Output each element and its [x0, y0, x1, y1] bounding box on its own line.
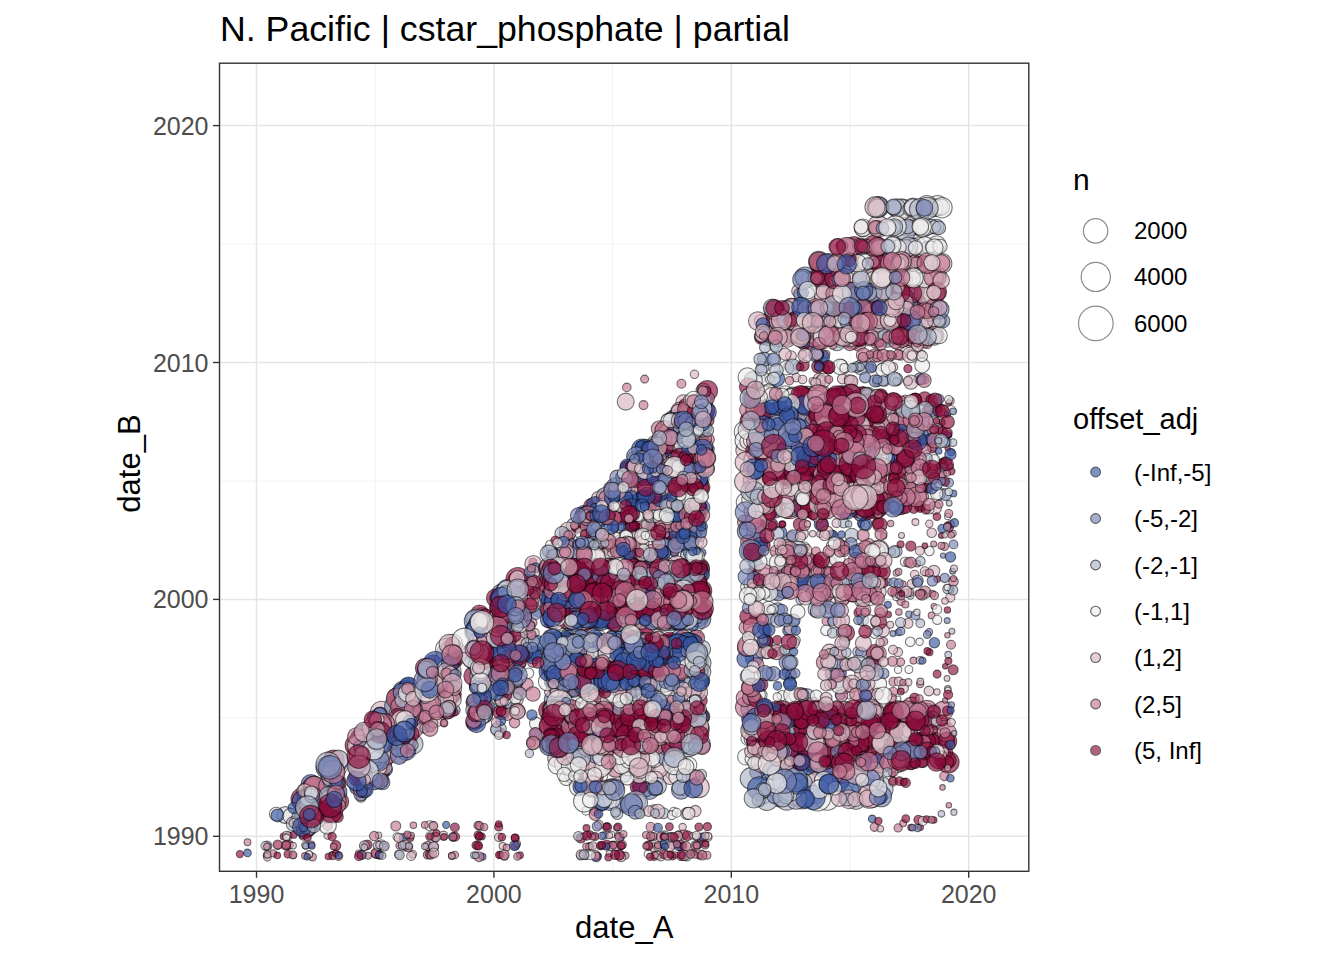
svg-text:1990: 1990 — [153, 822, 209, 850]
svg-text:date_A: date_A — [575, 910, 674, 945]
svg-text:2010: 2010 — [153, 349, 209, 377]
svg-text:2020: 2020 — [941, 880, 997, 908]
svg-text:date_B: date_B — [112, 414, 147, 512]
svg-text:(-1,1]: (-1,1] — [1134, 598, 1190, 625]
svg-text:(2,5]: (2,5] — [1134, 691, 1182, 718]
svg-text:2020: 2020 — [153, 112, 209, 140]
svg-text:2000: 2000 — [1134, 217, 1187, 244]
svg-text:2000: 2000 — [466, 880, 522, 908]
svg-text:(-2,-1]: (-2,-1] — [1134, 552, 1198, 579]
svg-text:(-5,-2]: (-5,-2] — [1134, 505, 1198, 532]
svg-text:(1,2]: (1,2] — [1134, 644, 1182, 671]
svg-text:n: n — [1073, 163, 1090, 196]
svg-text:(5, Inf]: (5, Inf] — [1134, 737, 1202, 764]
svg-text:(-Inf,-5]: (-Inf,-5] — [1134, 459, 1211, 486]
svg-text:offset_adj: offset_adj — [1073, 403, 1198, 435]
svg-text:2000: 2000 — [153, 585, 209, 613]
svg-text:N. Pacific | cstar_phosphate |: N. Pacific | cstar_phosphate | partial — [220, 9, 790, 49]
svg-text:2010: 2010 — [703, 880, 759, 908]
svg-text:1990: 1990 — [229, 880, 285, 908]
svg-text:6000: 6000 — [1134, 310, 1187, 337]
svg-text:4000: 4000 — [1134, 263, 1187, 290]
